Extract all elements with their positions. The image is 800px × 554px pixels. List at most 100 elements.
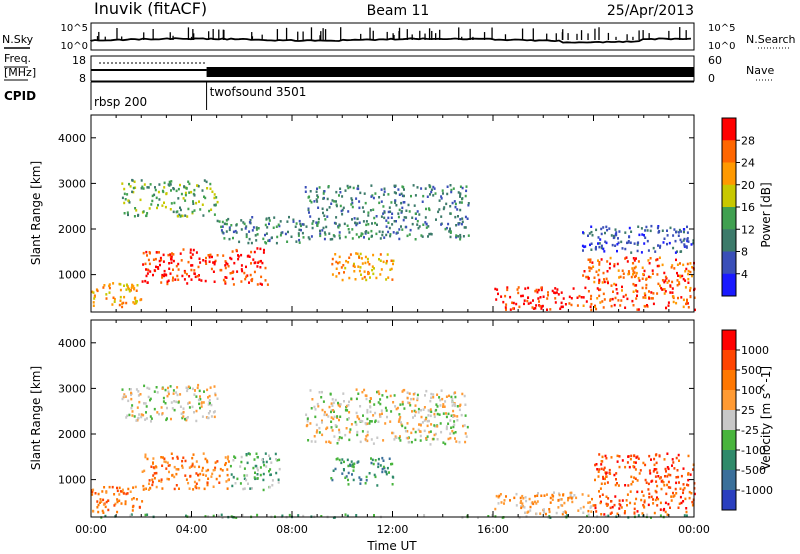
heatmap-cell [309,190,312,193]
heatmap-cell [408,440,411,444]
heatmap-cell [424,394,426,397]
y-tick-label: 1000 [58,269,86,282]
heatmap-cell [325,225,328,229]
heatmap-cell [525,499,528,503]
heatmap-cell [454,431,457,434]
heatmap-cell [259,247,262,251]
heatmap-cell [350,423,353,426]
heatmap-cell [417,407,420,411]
heatmap-cell [264,223,267,227]
heatmap-cell [619,275,622,279]
heatmap-cell [640,227,643,230]
heatmap-cell [330,202,333,205]
heatmap-cell [412,427,415,431]
heatmap-cell [513,496,516,500]
frequency-trace [91,62,694,77]
heatmap-cell [319,234,322,238]
heatmap-cell [332,516,335,519]
heatmap-cell [266,226,269,229]
heatmap-cell [149,270,152,273]
heatmap-cell [332,417,335,421]
heatmap-cell [632,465,635,468]
heatmap-cell [598,453,601,456]
heatmap-cell [603,298,606,301]
heatmap-cell [246,461,249,465]
heatmap-cell [624,484,627,487]
heatmap-cell [319,232,322,235]
heatmap-cell [657,282,660,286]
heatmap-cell [423,429,426,433]
heatmap-cell [171,457,174,460]
heatmap-cell [113,300,116,303]
heatmap-cell [351,205,354,209]
heatmap-cell [411,216,414,219]
heatmap-cell [196,184,198,187]
noise-search-trace [90,37,692,44]
heatmap-cell [397,420,400,423]
heatmap-cell [688,490,691,494]
heatmap-cell [346,514,349,518]
heatmap-cell [682,305,685,309]
heatmap-cell [687,281,690,284]
heatmap-cell [684,270,687,273]
heatmap-cell [361,390,364,394]
heatmap-cell [441,397,444,401]
heatmap-cell [356,217,359,220]
heatmap-cell [94,492,97,495]
heatmap-cell [444,227,447,231]
heatmap-cell [204,196,207,200]
heatmap-cell [534,307,537,310]
heatmap-cell [238,240,241,244]
station-title: Inuvik (fitACF) [94,0,207,18]
heatmap-cell [340,461,343,465]
cpid-segment-label: twofsound 3501 [210,85,307,99]
heatmap-cell [179,405,182,408]
heatmap-cell [687,306,690,309]
heatmap-cell [209,253,212,257]
heatmap-cell [180,192,183,196]
heatmap-cell [566,514,568,517]
heatmap-cell [430,410,433,413]
heatmap-cell [157,267,160,270]
heatmap-cell [442,405,444,408]
heatmap-cell [667,304,670,307]
heatmap-cell [206,388,209,392]
heatmap-cell [433,412,436,416]
heatmap-cell [208,256,211,259]
heatmap-cell [339,187,342,190]
heatmap-cell [630,483,633,486]
heatmap-cell [637,276,640,280]
heatmap-cell [682,263,685,267]
heatmap-cell [208,394,211,398]
heatmap-cell [670,266,673,269]
heatmap-cell [317,195,319,199]
heatmap-cell [338,431,341,434]
heatmap-cell [204,260,207,263]
heatmap-cell [620,506,623,509]
heatmap-cell [165,418,168,422]
heatmap-cell [216,254,219,257]
heatmap-cell [195,419,198,423]
heatmap-cell [589,501,591,504]
heatmap-cell [130,513,133,516]
heatmap-cell [527,296,529,299]
heatmap-cell [221,225,224,228]
heatmap-cell [529,301,532,305]
heatmap-cell [101,509,104,513]
heatmap-cell [187,260,190,264]
heatmap-cell [593,280,596,284]
heatmap-cell [277,223,280,226]
heatmap-cell [427,414,430,417]
power-x-ticks [90,115,695,312]
heatmap-cell [382,439,385,442]
heatmap-cell [655,490,658,494]
heatmap-cell [248,230,251,233]
heatmap-cell [659,246,661,249]
heatmap-cell [235,224,238,227]
heatmap-cell [268,470,270,473]
heatmap-cell [647,249,650,252]
heatmap-cell [368,422,371,425]
heatmap-cell [298,228,301,232]
heatmap-cell [355,223,358,227]
heatmap-cell [659,501,662,505]
